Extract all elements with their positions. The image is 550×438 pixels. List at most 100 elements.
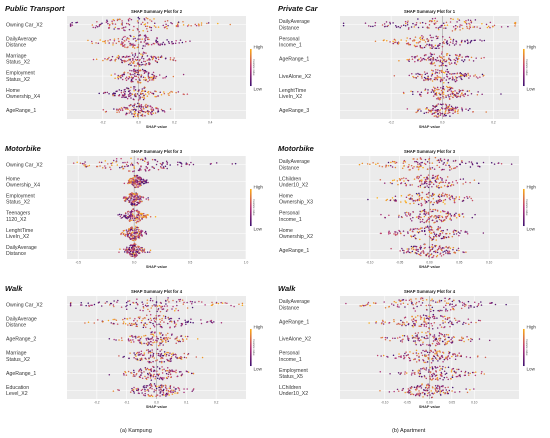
shap-point: [132, 59, 134, 62]
shap-point: [422, 358, 424, 361]
shap-point: [164, 43, 166, 46]
shap-point: [178, 356, 181, 359]
shap-point: [400, 232, 402, 235]
shap-point: [133, 371, 135, 374]
shap-point: [407, 388, 410, 390]
shap-point: [169, 337, 171, 339]
shap-point: [398, 306, 400, 308]
shap-point: [159, 338, 162, 341]
shap-point: [461, 27, 464, 30]
shap-point: [463, 197, 466, 199]
shap-point: [413, 322, 415, 325]
shap-point: [414, 342, 417, 344]
shap-point: [130, 233, 132, 235]
shap-point: [426, 38, 428, 40]
shap-point: [455, 107, 457, 110]
shap-point: [433, 250, 435, 253]
shap-point: [383, 23, 386, 25]
shap-point: [180, 356, 183, 359]
shap-point: [157, 344, 160, 347]
shap-point: [141, 159, 144, 161]
shap-point: [433, 336, 436, 338]
shap-point: [118, 111, 121, 113]
shap-point: [134, 37, 136, 40]
shap-point: [166, 27, 168, 30]
shap-point: [112, 159, 115, 162]
shap-point: [116, 323, 119, 325]
shap-point: [457, 109, 459, 111]
shap-point: [148, 79, 151, 82]
shap-point: [436, 202, 439, 204]
shap-point: [467, 338, 470, 341]
shap-point: [166, 309, 169, 311]
shap-point: [134, 216, 136, 219]
shap-point: [161, 372, 164, 374]
shap-point: [417, 248, 419, 251]
shap-point: [159, 376, 162, 379]
shap-point: [401, 389, 403, 391]
shap-point: [76, 161, 78, 164]
feature-label: AgeRange_3: [279, 108, 309, 114]
shap-point: [158, 304, 161, 307]
shap-point: [156, 160, 159, 163]
shap-point: [128, 357, 130, 360]
shap-point: [420, 38, 422, 41]
shap-point: [446, 195, 448, 198]
shap-point: [130, 341, 132, 343]
shap-point: [131, 239, 134, 241]
shap-point: [407, 337, 409, 339]
shap-point: [135, 233, 137, 235]
shap-point: [145, 377, 147, 379]
shap-point: [447, 250, 449, 252]
shap-point: [120, 157, 122, 160]
shap-point: [445, 104, 448, 106]
shap-point: [469, 41, 472, 44]
shap-point: [422, 349, 424, 352]
shap-point: [439, 80, 442, 82]
shap-point: [454, 80, 457, 83]
shap-point: [129, 317, 131, 319]
shap-point: [185, 162, 188, 164]
shap-point: [123, 251, 126, 253]
shap-point: [152, 322, 154, 325]
shap-point: [449, 21, 452, 23]
shap-point: [451, 341, 454, 343]
shap-point: [418, 195, 421, 198]
shap-point: [458, 214, 461, 216]
shap-point: [421, 227, 423, 229]
shap-point: [146, 161, 149, 164]
legend-colorbar: [523, 328, 525, 367]
shap-point: [124, 212, 127, 214]
shap-point: [445, 302, 448, 304]
shap-point: [443, 161, 445, 164]
shap-point: [427, 358, 430, 360]
shap-point: [230, 304, 232, 307]
shap-point: [130, 322, 133, 325]
shap-point: [467, 72, 469, 75]
shap-point: [182, 340, 184, 342]
shap-point: [130, 213, 133, 215]
shap-point: [474, 371, 477, 373]
shap-point: [443, 334, 446, 336]
shap-point: [422, 299, 424, 301]
shap-point: [442, 201, 444, 204]
shap-point: [419, 315, 422, 317]
shap-point: [431, 193, 434, 195]
shap-point: [442, 210, 445, 213]
shap-point: [117, 388, 119, 391]
shap-point: [442, 71, 445, 73]
shap-point: [147, 393, 149, 396]
shap-point: [146, 30, 149, 33]
shap-point: [384, 338, 387, 341]
shap-point: [92, 26, 94, 29]
shap-point: [163, 111, 166, 113]
shap-point: [137, 316, 140, 319]
shap-point: [146, 55, 149, 57]
shap-point: [425, 377, 428, 380]
shap-point: [375, 302, 377, 304]
shap-point: [162, 391, 165, 394]
shap-point: [444, 366, 447, 369]
shap-point: [143, 323, 145, 326]
shap-point: [149, 321, 152, 324]
shap-point: [226, 302, 228, 305]
